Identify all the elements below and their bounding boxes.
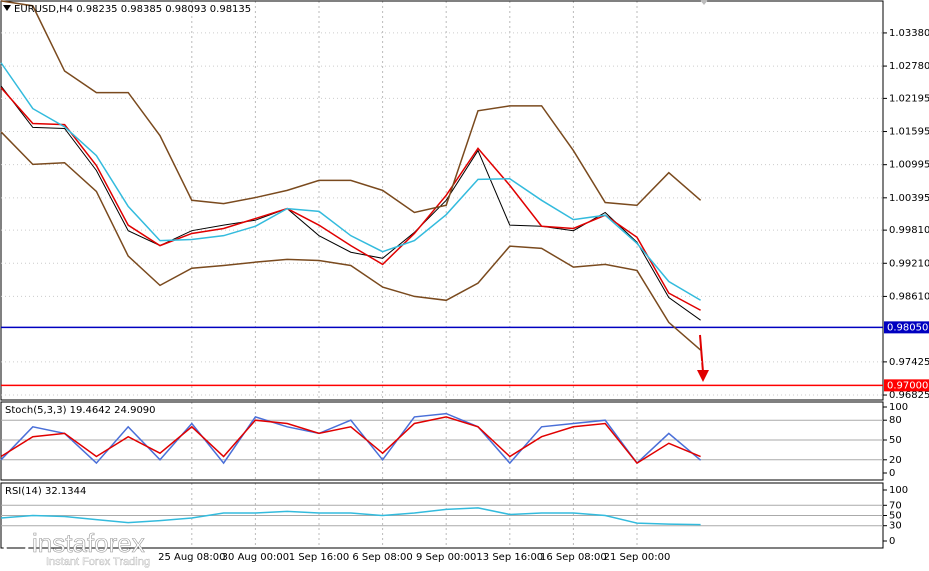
x-tick-label: 13 Sep 16:00 (476, 552, 543, 563)
y-tick-label: 50 (889, 435, 902, 446)
y-tick-label: 30 (889, 521, 902, 532)
y-tick-label: 70 (889, 500, 902, 511)
price-level-box (884, 321, 929, 334)
y-tick-label: 80 (889, 415, 902, 426)
y-tick-label: 0.99810 (889, 225, 929, 236)
series-line (0, 416, 701, 465)
panel-title: EURUSD,H4 0.98235 0.98385 0.98093 0.9813… (14, 4, 251, 15)
series-line (0, 131, 702, 351)
panel-title: Stoch(5,3,3) 19.4642 24.9090 (5, 405, 156, 416)
series-line (0, 507, 701, 526)
x-tick-label: 16 Sep 08:00 (540, 552, 607, 563)
forecast-arrow (699, 334, 704, 373)
series-line (0, 412, 702, 465)
y-tick-label: 50 (889, 511, 902, 522)
series-line (0, 62, 701, 301)
series-line (0, 87, 701, 311)
y-tick-label: 1.02780 (889, 61, 929, 72)
y-tick-label: 0.97425 (889, 357, 929, 368)
forecast-arrow-head (697, 370, 709, 382)
y-tick-label: 100 (889, 402, 908, 413)
y-tick-label: 1.00995 (889, 160, 929, 171)
y-tick-label: 0 (889, 468, 895, 479)
panel-frame (0, 401, 884, 481)
logo: instaforex Instant Forex Trading (3, 528, 150, 568)
logo-name: instaforex (32, 528, 145, 558)
scroll-marker (700, 0, 708, 5)
x-tick-label: 25 Aug 08:00 (158, 552, 225, 563)
panel-frame (0, 0, 884, 401)
y-tick-label: 0.96825 (889, 390, 929, 401)
price-level-label: 0.98050 (887, 322, 928, 333)
panel-title: RSI(14) 32.1344 (5, 486, 86, 497)
symbol-marker (3, 5, 11, 11)
y-tick-label: 0.99210 (889, 258, 929, 269)
series-line (0, 0, 702, 214)
logo-icon (3, 533, 29, 559)
y-tick-label: 1.01595 (889, 127, 929, 138)
y-tick-label: 1.02195 (889, 93, 929, 104)
x-tick-label: 1 Sep 16:00 (289, 552, 349, 563)
logo-tagline: Instant Forex Trading (46, 556, 150, 568)
x-tick-label: 21 Sep 00:00 (604, 552, 671, 563)
x-tick-label: 30 Aug 00:00 (222, 552, 289, 563)
y-tick-label: 1.00395 (889, 193, 929, 204)
y-tick-label: 0.98610 (889, 291, 929, 302)
y-tick-label: 1.03380 (889, 28, 929, 39)
y-tick-label: 100 (889, 485, 908, 496)
y-tick-label: 20 (889, 455, 902, 466)
price-level-box (884, 379, 929, 392)
price-level-label: 0.97000 (887, 380, 928, 391)
y-tick-label: 0 (889, 536, 895, 547)
x-tick-label: 6 Sep 08:00 (352, 552, 412, 563)
x-tick-label: 9 Sep 00:00 (416, 552, 476, 563)
